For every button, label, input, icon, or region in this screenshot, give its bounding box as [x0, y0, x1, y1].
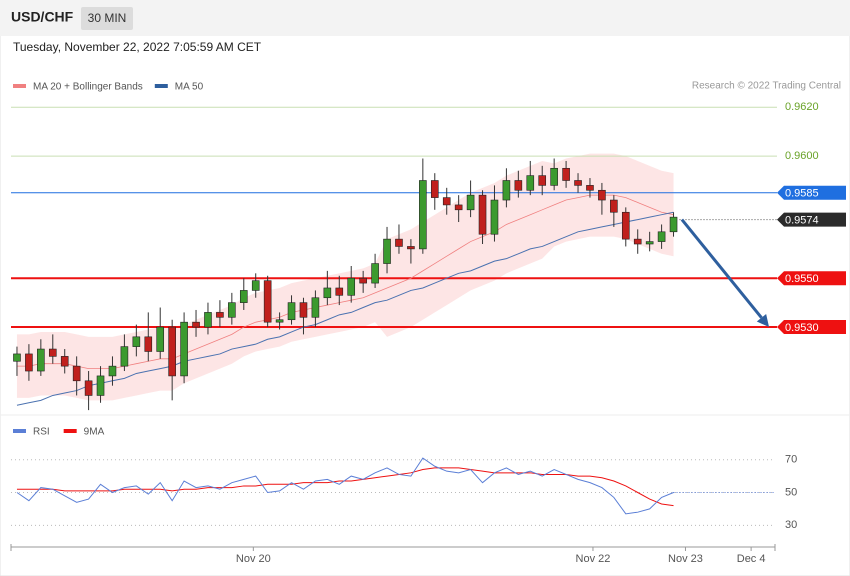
candle-body [454, 204, 463, 211]
candle-body [419, 180, 427, 250]
candle-body [407, 246, 415, 250]
legend-label: MA 20 + Bollinger Bands [33, 82, 143, 93]
candle-body [108, 365, 117, 377]
rsi-tick-label: 70 [785, 454, 797, 466]
candle-body [239, 290, 248, 303]
candle-body [25, 353, 33, 372]
candle-body [645, 241, 654, 245]
symbol: USD/CHF [11, 9, 74, 25]
candle-body [466, 194, 475, 211]
x-tick-label: Nov 23 [668, 553, 703, 565]
candle-body [37, 348, 45, 372]
candle-body [621, 211, 630, 240]
candle-body [574, 180, 582, 186]
candle-body [84, 380, 93, 396]
candle-body [144, 336, 153, 352]
candle-body [490, 199, 499, 235]
candle-body [562, 167, 570, 181]
candle-body [120, 346, 129, 367]
legend-label: RSI [33, 427, 50, 438]
candle-body [633, 238, 642, 245]
price-level-label: 0.9620 [785, 101, 819, 113]
rsi-tick-label: 50 [785, 486, 797, 498]
candle-body [657, 231, 666, 242]
candle-body [168, 326, 176, 377]
candle-body [514, 180, 523, 191]
candle-body [180, 321, 188, 377]
candle-body [538, 175, 547, 186]
price-tag [777, 185, 846, 200]
candle-body [216, 312, 224, 318]
rsi-line [16, 457, 674, 515]
candle-body [335, 287, 344, 296]
candle-body [72, 365, 81, 382]
ma50-line [16, 211, 674, 406]
legend-swatch [13, 429, 26, 433]
candle-body [550, 167, 558, 186]
interval[interactable]: 30 MIN [88, 11, 127, 25]
price-tag [777, 271, 846, 286]
rsi-tick-label: 30 [785, 519, 797, 531]
legend-label: 9MA [84, 427, 105, 438]
candle-body [156, 326, 165, 352]
x-tick-label: Nov 20 [236, 553, 271, 565]
price-tag [777, 320, 846, 335]
candle-body [228, 302, 236, 318]
x-tick-label: Nov 22 [576, 553, 611, 565]
candle-body [359, 277, 367, 284]
price-tag-label: 0.9530 [785, 322, 819, 334]
legend-swatch [13, 84, 26, 88]
candle-body [48, 348, 57, 357]
candle-body [132, 336, 141, 347]
candle-body [13, 353, 21, 362]
candle-body [430, 180, 439, 198]
price-tag-label: 0.9574 [785, 214, 819, 226]
candle-body [442, 197, 451, 206]
x-tick-label: Dec 4 [737, 553, 766, 565]
forecast-arrowhead [756, 313, 770, 328]
legend-label: MA 50 [175, 82, 204, 93]
candle-body [323, 287, 332, 299]
price-tag-label: 0.9550 [785, 273, 819, 285]
header [0, 0, 850, 36]
candle-body [60, 356, 69, 367]
price-tag [777, 212, 846, 227]
candle-body [371, 263, 379, 284]
candle-body [311, 297, 320, 318]
candle-body [251, 280, 260, 291]
candle-body [96, 375, 105, 396]
price-level-label: 0.9600 [785, 150, 819, 162]
legend-swatch [63, 429, 77, 433]
candle-body [347, 277, 356, 296]
candle-body [395, 238, 403, 247]
candle-body [669, 216, 678, 233]
candle-body [610, 199, 618, 213]
candle-body [586, 185, 594, 191]
interval-badge[interactable] [81, 7, 133, 30]
legend-swatch [154, 84, 168, 88]
candle-body [598, 189, 606, 201]
candle-body [204, 312, 212, 328]
credit: Research © 2022 Trading Central [692, 81, 841, 92]
candle-body [263, 280, 272, 323]
candle-body [383, 238, 391, 264]
candle-body [526, 175, 535, 191]
price-tag-label: 0.9585 [785, 188, 819, 200]
candle-body [299, 302, 308, 318]
candle-body [502, 180, 511, 201]
candle-body [478, 194, 487, 235]
rsi-ma-line [16, 467, 674, 507]
candle-body [275, 319, 284, 323]
candle-body [192, 321, 200, 328]
forecast-arrow [680, 218, 763, 319]
timestamp: Tuesday, November 22, 2022 7:05:59 AM CE… [13, 40, 262, 54]
candle-body [287, 302, 296, 321]
